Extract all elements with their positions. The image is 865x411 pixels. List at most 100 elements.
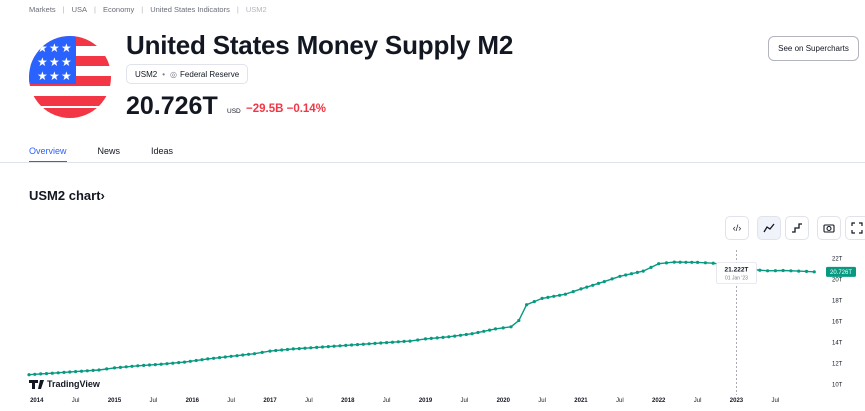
last-value-label: 20.726T xyxy=(830,270,852,276)
data-point xyxy=(758,268,762,272)
data-point xyxy=(182,360,187,364)
data-point xyxy=(212,356,216,360)
tab-ideas[interactable]: Ideas xyxy=(151,146,174,156)
breadcrumb-indicators[interactable]: United States Indicators xyxy=(150,5,230,14)
line-chart-icon[interactable] xyxy=(757,216,781,240)
data-point xyxy=(297,347,301,351)
symbol-label: USM2 xyxy=(135,69,158,79)
chart-toolbar: ‹/› xyxy=(725,216,865,240)
data-point xyxy=(105,367,109,371)
data-point xyxy=(488,328,492,332)
x-tick-label: 2016 xyxy=(186,398,200,404)
x-tick-label: 2019 xyxy=(419,398,433,404)
data-point xyxy=(423,337,428,341)
data-point xyxy=(320,345,325,349)
y-tick-label: 10T xyxy=(832,383,843,389)
y-tick-label: 20T xyxy=(832,277,843,283)
data-point xyxy=(781,268,785,273)
data-point xyxy=(509,325,513,329)
data-point xyxy=(268,349,272,353)
page-title: United States Money Supply M2 xyxy=(126,30,514,60)
tradingview-mark-icon xyxy=(29,380,44,389)
data-point xyxy=(373,341,377,345)
data-point xyxy=(563,292,568,296)
data-point xyxy=(441,335,445,339)
y-tick-label: 16T xyxy=(832,320,843,326)
data-point xyxy=(112,366,117,370)
data-point xyxy=(147,363,152,367)
y-tick-label: 14T xyxy=(832,341,843,347)
breadcrumb-economy[interactable]: Economy xyxy=(103,5,135,14)
current-value: 20.726T xyxy=(126,92,218,120)
x-tick-label: 2021 xyxy=(574,398,588,404)
data-point xyxy=(618,274,622,278)
tooltip-date: 01 Jan '23 xyxy=(725,276,748,282)
data-point xyxy=(206,357,210,361)
data-point xyxy=(624,273,628,277)
x-tick-label: Jul xyxy=(772,398,780,404)
data-point xyxy=(142,363,146,367)
fullscreen-icon[interactable] xyxy=(845,216,865,240)
breadcrumb-usa[interactable]: USA xyxy=(71,5,88,14)
embed-icon[interactable]: ‹/› xyxy=(725,216,749,240)
data-point xyxy=(773,269,778,273)
data-point xyxy=(408,339,412,343)
x-tick-label: 2015 xyxy=(108,398,122,404)
data-point xyxy=(309,346,313,350)
step-line-icon[interactable] xyxy=(785,216,809,240)
tooltip-box xyxy=(716,262,757,285)
data-point xyxy=(241,353,245,357)
data-point xyxy=(447,335,451,339)
data-point xyxy=(493,327,498,331)
data-point xyxy=(74,370,78,374)
x-tick-label: Jul xyxy=(538,398,546,404)
data-point xyxy=(629,272,634,276)
data-point xyxy=(285,347,290,352)
chart-heading-link[interactable]: USM2 chart› xyxy=(29,188,105,203)
data-point xyxy=(344,343,348,347)
data-point xyxy=(390,340,395,344)
tab-overview[interactable]: Overview xyxy=(29,146,67,163)
data-point xyxy=(332,344,336,348)
x-tick-label: Jul xyxy=(227,398,235,404)
data-point xyxy=(39,372,43,376)
data-point xyxy=(664,261,669,265)
see-on-supercharts-button[interactable]: See on Supercharts xyxy=(768,36,859,61)
data-point xyxy=(235,354,239,358)
svg-text:★: ★ xyxy=(37,41,48,55)
x-tick-label: 2020 xyxy=(497,398,511,404)
data-point xyxy=(571,290,575,294)
data-point xyxy=(678,260,682,264)
separator-dot: • xyxy=(162,69,166,79)
data-point xyxy=(260,350,264,354)
data-point xyxy=(429,336,433,340)
data-point xyxy=(361,342,365,346)
data-point xyxy=(355,343,360,347)
tooltip-value: 21.222T xyxy=(725,267,749,274)
data-point xyxy=(672,260,676,264)
tab-news[interactable]: News xyxy=(97,146,121,156)
y-tick-label: 22T xyxy=(832,256,843,262)
data-point xyxy=(458,333,463,337)
data-point xyxy=(79,369,84,373)
symbol-chip[interactable]: USM2 • ◎ Federal Reserve xyxy=(126,64,249,84)
data-point xyxy=(33,372,37,376)
breadcrumb-markets[interactable]: Markets xyxy=(29,5,56,14)
data-point xyxy=(546,295,550,299)
data-point xyxy=(649,265,653,269)
data-point xyxy=(540,296,544,300)
data-point xyxy=(62,370,66,374)
data-point xyxy=(50,371,54,375)
x-tick-label: Jul xyxy=(305,398,313,404)
data-point xyxy=(124,365,128,369)
data-point xyxy=(159,362,163,366)
money-supply-chart[interactable]: 2014 Jul 2015 Jul 2016 Jul 2017 Jul 2018 Jul 2019 J… xyxy=(0,250,865,411)
data-point xyxy=(27,373,31,377)
y-tick-label: 18T xyxy=(832,299,843,305)
camera-icon[interactable] xyxy=(817,216,841,240)
svg-text:★: ★ xyxy=(49,69,60,83)
svg-text:★: ★ xyxy=(37,69,48,83)
data-point xyxy=(766,269,770,273)
data-point xyxy=(194,358,198,363)
data-point xyxy=(385,341,389,345)
